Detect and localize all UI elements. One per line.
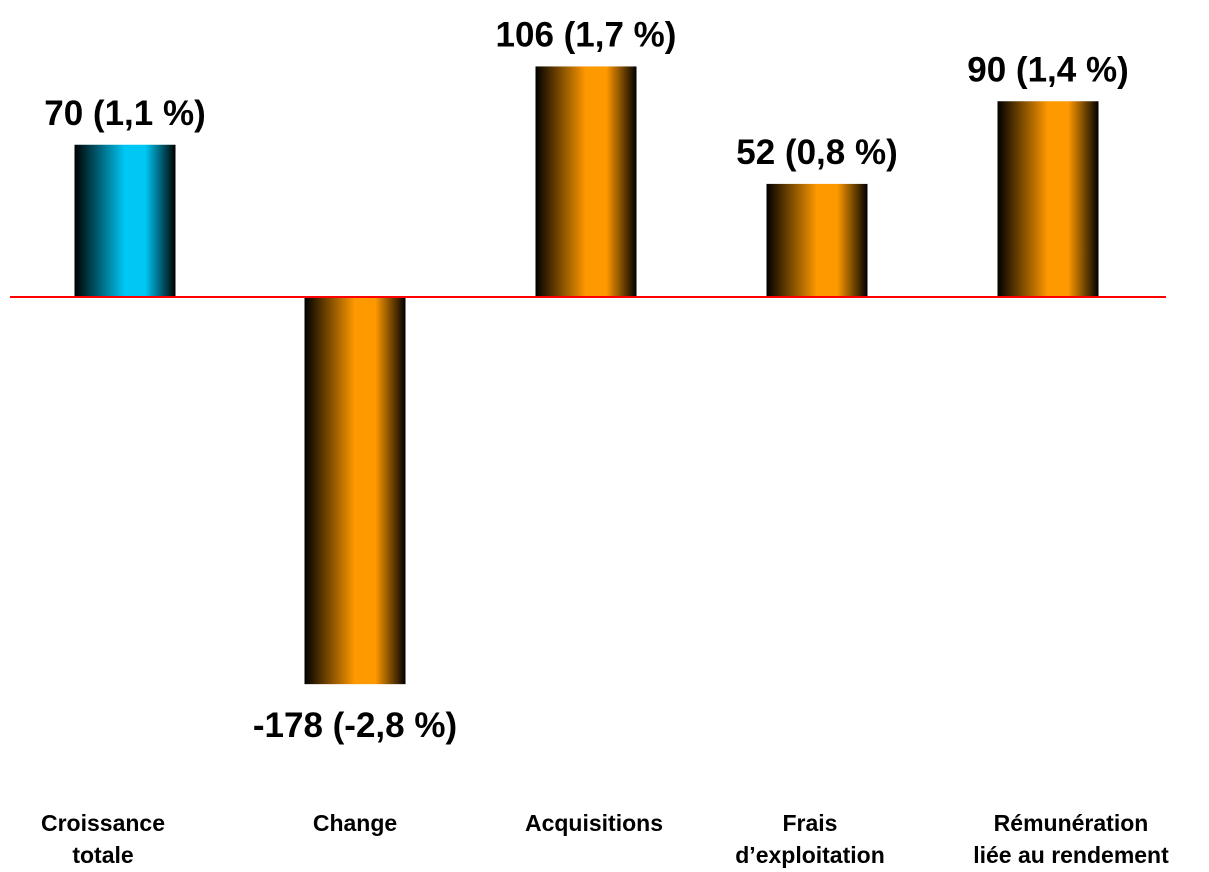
category-label-4: Frais d’exploitation bbox=[735, 810, 885, 868]
data-label-4: 52 (0,8 %) bbox=[736, 133, 897, 172]
bar-2 bbox=[304, 297, 406, 685]
category-labels-layer: Croissance totale Change Acquisitions Frais d… bbox=[41, 810, 1169, 868]
value-labels-layer: 70 (1,1 %) -178 (-2,8 %) 106 (1,7 %) 52 (0,… bbox=[44, 15, 1128, 745]
category-label-2: Change bbox=[313, 810, 397, 836]
data-label-3: 106 (1,7 %) bbox=[496, 15, 677, 54]
data-label-5: 90 (1,4 %) bbox=[967, 50, 1128, 89]
bar-1 bbox=[74, 144, 176, 297]
category-label-1: Croissance totale bbox=[41, 810, 165, 868]
bars-layer bbox=[74, 66, 1099, 685]
category-label-5: Rémunération liée au rendement bbox=[973, 810, 1169, 868]
bar-5 bbox=[997, 101, 1099, 297]
data-label-2: -178 (-2,8 %) bbox=[253, 706, 457, 745]
bar-4 bbox=[766, 183, 868, 297]
data-label-1: 70 (1,1 %) bbox=[44, 94, 205, 133]
category-label-3: Acquisitions bbox=[525, 810, 663, 836]
bar-3 bbox=[535, 66, 637, 297]
